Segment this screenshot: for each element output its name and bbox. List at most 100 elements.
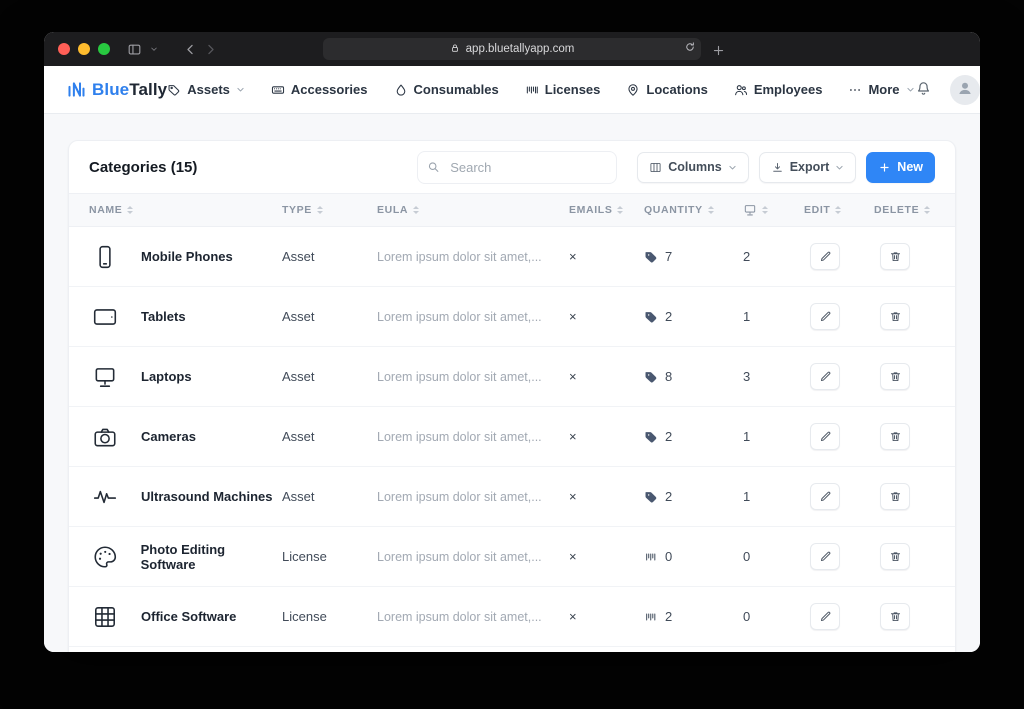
pencil-icon bbox=[819, 550, 832, 563]
toolbar-actions: Columns Export bbox=[417, 150, 935, 184]
nav-item-label: More bbox=[868, 82, 900, 97]
delete-button[interactable] bbox=[880, 483, 910, 510]
eula-text: Lorem ipsum dolor sit amet,... bbox=[377, 609, 542, 624]
keyboard-icon bbox=[271, 83, 285, 97]
device-count: 0 bbox=[743, 549, 751, 564]
columns-button-label: Columns bbox=[668, 160, 722, 174]
device-count: 3 bbox=[743, 369, 751, 384]
emails-value: × bbox=[569, 429, 577, 444]
nav-item-label: Licenses bbox=[544, 82, 601, 97]
column-header-name[interactable]: NAME bbox=[69, 204, 282, 216]
edit-button[interactable] bbox=[810, 363, 840, 390]
nav-item-consumables[interactable]: Consumables bbox=[394, 82, 499, 97]
pencil-icon bbox=[819, 250, 832, 263]
delete-button[interactable] bbox=[880, 243, 910, 270]
column-label: EULA bbox=[377, 204, 409, 216]
edit-button[interactable] bbox=[810, 543, 840, 570]
eula-text: Lorem ipsum dolor sit amet,... bbox=[377, 429, 542, 444]
column-header-quantity[interactable]: QUANTITY bbox=[644, 204, 743, 216]
edit-button[interactable] bbox=[810, 243, 840, 270]
barcode-icon bbox=[525, 83, 539, 97]
page-content: Categories (15) Columns bbox=[44, 114, 980, 652]
waveform-icon bbox=[89, 484, 121, 510]
new-button[interactable]: New bbox=[866, 151, 935, 183]
nav-item-assets[interactable]: Assets bbox=[167, 82, 245, 97]
edit-button[interactable] bbox=[810, 603, 840, 630]
notifications-button[interactable] bbox=[915, 80, 932, 100]
pencil-icon bbox=[819, 490, 832, 503]
edit-button[interactable] bbox=[810, 303, 840, 330]
search-icon bbox=[427, 161, 440, 174]
minimize-window-button[interactable] bbox=[78, 43, 90, 55]
sort-icon bbox=[762, 206, 768, 214]
trash-icon bbox=[889, 250, 902, 263]
forward-button[interactable] bbox=[200, 39, 220, 59]
sort-icon bbox=[316, 206, 323, 214]
category-type: Asset bbox=[282, 249, 315, 264]
table-row: Ultrasound Machines Asset Lorem ipsum dolo… bbox=[69, 467, 955, 527]
url-bar[interactable]: app.bluetallyapp.com bbox=[323, 38, 701, 60]
delete-button[interactable] bbox=[880, 603, 910, 630]
quantity-cell: 2 bbox=[644, 309, 743, 324]
sort-icon bbox=[835, 206, 842, 214]
nav-item-label: Employees bbox=[753, 82, 823, 97]
pencil-icon bbox=[819, 610, 832, 623]
quantity-value: 2 bbox=[665, 609, 673, 624]
column-header-emails[interactable]: EMAILS bbox=[569, 204, 644, 216]
emails-value: × bbox=[569, 549, 577, 564]
nav-item-accessories[interactable]: Accessories bbox=[271, 82, 368, 97]
chevron-down-icon[interactable] bbox=[144, 39, 164, 59]
avatar[interactable] bbox=[949, 74, 980, 105]
zoom-window-button[interactable] bbox=[98, 43, 110, 55]
new-tab-button[interactable] bbox=[708, 40, 728, 60]
table-row: Laptops Asset Lorem ipsum dolor sit amet,.… bbox=[69, 347, 955, 407]
eula-text: Lorem ipsum dolor sit amet,... bbox=[377, 369, 542, 384]
nav-item-employees[interactable]: Employees bbox=[734, 82, 823, 97]
column-header-delete[interactable]: DELETE bbox=[874, 204, 955, 216]
main-nav: Assets Accessories Consumables Licenses Loca… bbox=[167, 82, 914, 97]
delete-button[interactable] bbox=[880, 363, 910, 390]
reload-icon[interactable] bbox=[684, 41, 696, 56]
trash-icon bbox=[889, 610, 902, 623]
column-header-devices[interactable] bbox=[743, 203, 804, 217]
delete-button[interactable] bbox=[880, 423, 910, 450]
nav-item-more[interactable]: More bbox=[848, 82, 914, 97]
nav-item-label: Consumables bbox=[413, 82, 499, 97]
nav-item-locations[interactable]: Locations bbox=[626, 82, 708, 97]
edit-button[interactable] bbox=[810, 423, 840, 450]
column-label: DELETE bbox=[874, 204, 920, 216]
download-icon bbox=[771, 161, 784, 174]
lock-icon bbox=[450, 43, 460, 56]
category-name: Mobile Phones bbox=[141, 249, 233, 264]
app-page: BlueTally Assets Accessories Consumables Li… bbox=[44, 66, 980, 652]
table-header-row: NAME TYPE EULA EMAILS QUANTITY EDIT DELETE bbox=[69, 193, 955, 227]
column-header-edit[interactable]: EDIT bbox=[804, 204, 874, 216]
back-button[interactable] bbox=[180, 39, 200, 59]
sort-icon bbox=[707, 206, 714, 214]
pencil-icon bbox=[819, 370, 832, 383]
bluetally-logo[interactable]: BlueTally bbox=[66, 79, 167, 100]
category-type: Asset bbox=[282, 369, 315, 384]
ellipsis-icon bbox=[848, 83, 862, 97]
table-row: Tablets Asset Lorem ipsum dolor sit amet,.… bbox=[69, 287, 955, 347]
close-window-button[interactable] bbox=[58, 43, 70, 55]
columns-button[interactable]: Columns bbox=[637, 151, 749, 183]
license-icon bbox=[644, 610, 658, 624]
export-button[interactable]: Export bbox=[758, 151, 857, 183]
sidebar-toggle-icon[interactable] bbox=[124, 39, 144, 59]
delete-button[interactable] bbox=[880, 303, 910, 330]
category-name: Office Software bbox=[141, 609, 237, 624]
column-label: TYPE bbox=[282, 204, 312, 216]
search-box bbox=[417, 150, 618, 184]
user-icon bbox=[956, 79, 974, 100]
column-header-type[interactable]: TYPE bbox=[282, 204, 377, 216]
nav-right bbox=[915, 74, 980, 105]
browser-titlebar: app.bluetallyapp.com bbox=[44, 32, 980, 66]
column-header-eula[interactable]: EULA bbox=[377, 204, 569, 216]
delete-button[interactable] bbox=[880, 543, 910, 570]
nav-item-licenses[interactable]: Licenses bbox=[525, 82, 601, 97]
search-input[interactable] bbox=[417, 150, 618, 184]
table-row: Photo Editing Software License Lorem ipsum… bbox=[69, 527, 955, 587]
edit-button[interactable] bbox=[810, 483, 840, 510]
plus-icon bbox=[878, 161, 891, 174]
